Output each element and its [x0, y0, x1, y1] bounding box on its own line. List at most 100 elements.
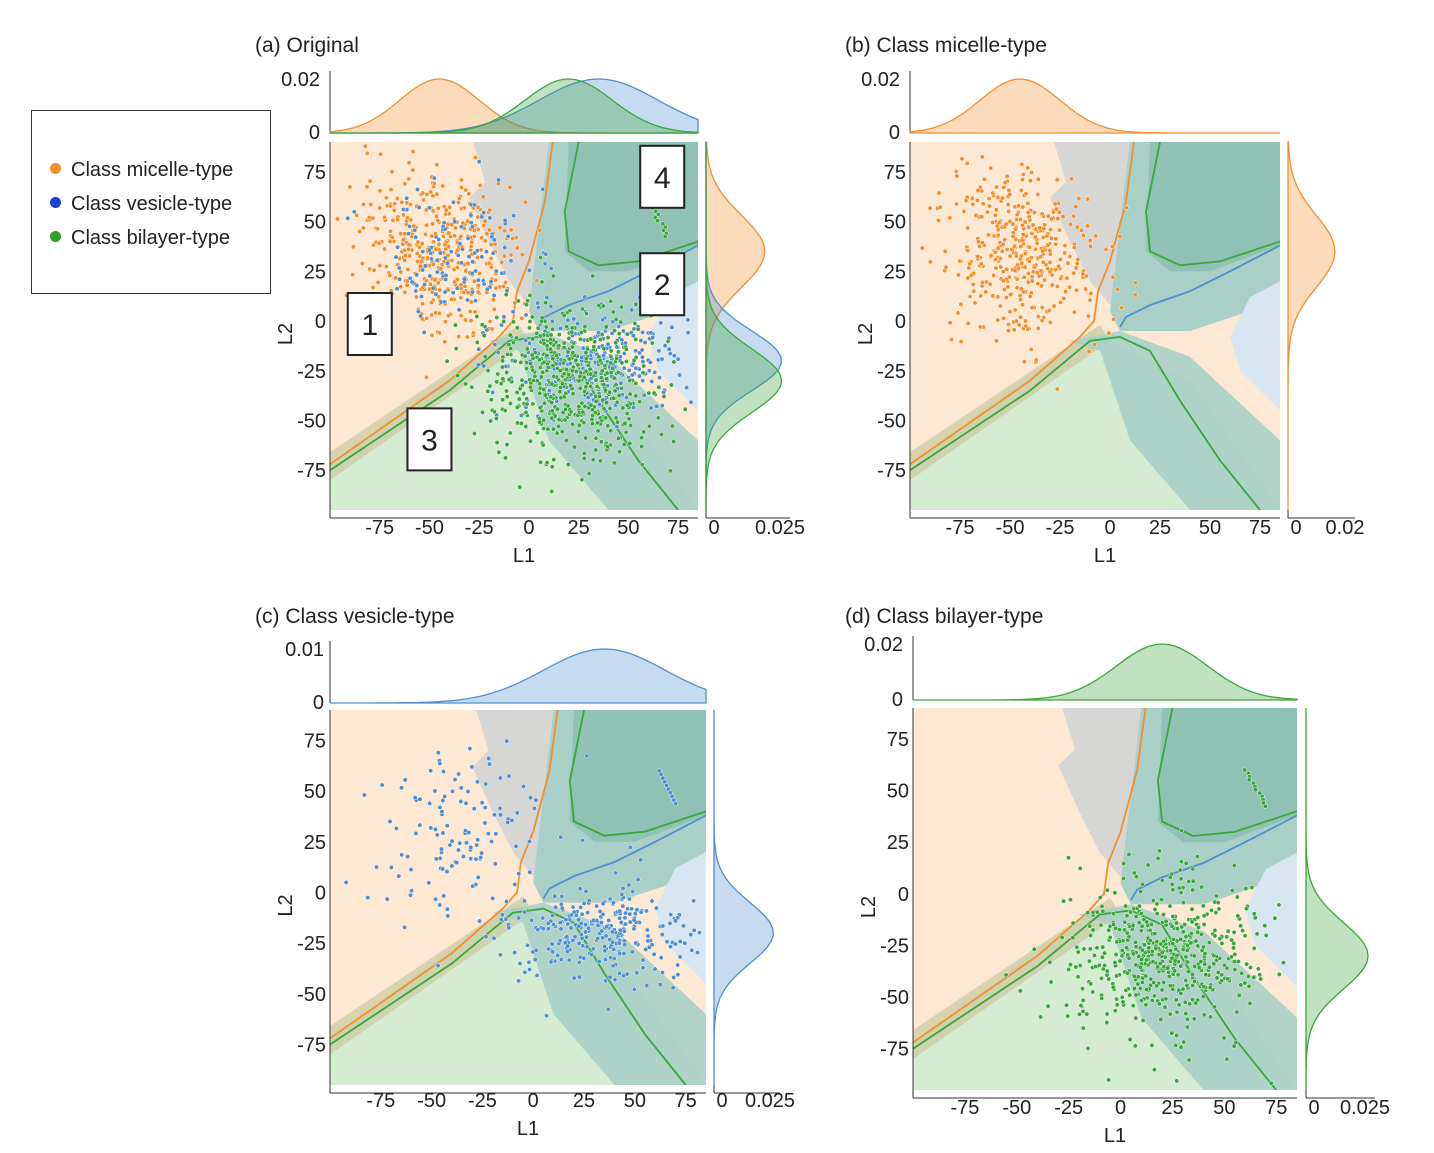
data-point [1186, 1057, 1192, 1063]
data-point [1123, 205, 1129, 211]
data-point [600, 911, 606, 917]
annotation-label: 1 [361, 309, 378, 342]
data-point [424, 222, 429, 228]
density-curve-x [330, 78, 699, 134]
data-point [530, 401, 536, 407]
data-point [343, 879, 349, 885]
data-point [442, 255, 448, 261]
data-point [435, 205, 441, 211]
data-point [1143, 987, 1149, 992]
data-point [1170, 887, 1176, 893]
data-point [528, 384, 533, 390]
data-point [442, 226, 448, 232]
data-point [1136, 953, 1142, 959]
data-point [667, 920, 673, 926]
data-point [581, 455, 587, 461]
data-point [1143, 973, 1149, 979]
data-point [551, 457, 557, 463]
data-point [396, 265, 402, 271]
top-density: 0.020 [864, 634, 1298, 711]
data-point [484, 286, 490, 292]
data-point [1174, 1009, 1180, 1015]
data-point [544, 1013, 549, 1019]
data-point [1174, 920, 1179, 926]
data-point [1078, 227, 1084, 233]
data-point [1201, 1012, 1207, 1018]
data-point [565, 317, 571, 323]
data-point [377, 188, 383, 194]
data-point [1087, 297, 1093, 303]
x-tick-label: -75 [366, 1090, 395, 1112]
y-tick-label: -25 [297, 361, 326, 383]
boundary-bilayer-upper [1145, 142, 1280, 267]
data-point [488, 279, 494, 284]
data-point [956, 272, 961, 278]
data-point [622, 942, 628, 948]
data-point [1257, 972, 1263, 978]
data-point [469, 764, 475, 770]
data-point [563, 366, 569, 372]
data-point [608, 348, 614, 354]
data-point [377, 263, 383, 268]
data-point [1068, 897, 1073, 903]
data-point [537, 227, 543, 233]
data-point [518, 420, 524, 426]
data-point [437, 804, 443, 810]
data-point [615, 419, 620, 425]
data-point [516, 915, 522, 921]
data-point [1074, 224, 1080, 230]
data-point [620, 903, 626, 909]
data-point [1196, 965, 1202, 971]
data-point [1194, 854, 1200, 860]
data-point [1238, 982, 1244, 988]
data-point [559, 894, 565, 899]
data-point [409, 279, 415, 285]
data-point [437, 250, 443, 256]
data-point [685, 330, 691, 336]
data-point [508, 401, 513, 406]
data-point [543, 251, 549, 257]
data-point [522, 909, 528, 915]
data-point [618, 319, 624, 325]
data-point [677, 954, 683, 960]
data-point [1173, 1042, 1179, 1048]
data-point [408, 892, 413, 898]
data-point [578, 932, 584, 938]
data-point [992, 249, 998, 255]
data-point [561, 371, 567, 377]
data-point [490, 250, 496, 256]
data-point [549, 381, 555, 387]
data-point [406, 176, 412, 182]
data-point [592, 410, 598, 416]
data-point [534, 972, 540, 978]
data-point [1170, 986, 1176, 992]
region-teal-corner [1157, 708, 1297, 843]
data-point [548, 266, 554, 271]
data-point [479, 800, 485, 806]
data-point [601, 382, 607, 388]
data-point [550, 949, 556, 955]
data-point [1113, 952, 1119, 957]
data-point [1213, 910, 1219, 916]
data-point [1132, 292, 1138, 298]
data-point [444, 869, 450, 875]
y-tick-label: -75 [880, 1039, 909, 1061]
data-point [593, 370, 599, 376]
x-tick-label: 0 [523, 517, 534, 539]
data-point [377, 151, 383, 157]
data-point [503, 279, 508, 285]
data-point [621, 441, 627, 447]
data-point [431, 175, 437, 181]
data-point [1122, 919, 1128, 925]
density-curve-x [330, 648, 707, 704]
data-point [1006, 321, 1011, 327]
x-tick-label: -25 [1046, 517, 1075, 539]
data-point [1098, 922, 1104, 928]
y-tick-label: 25 [304, 261, 326, 283]
data-point [500, 283, 506, 289]
data-point [689, 947, 695, 953]
data-point [602, 944, 608, 949]
data-point [555, 952, 561, 958]
data-point [1062, 250, 1068, 256]
data-point [512, 950, 518, 956]
